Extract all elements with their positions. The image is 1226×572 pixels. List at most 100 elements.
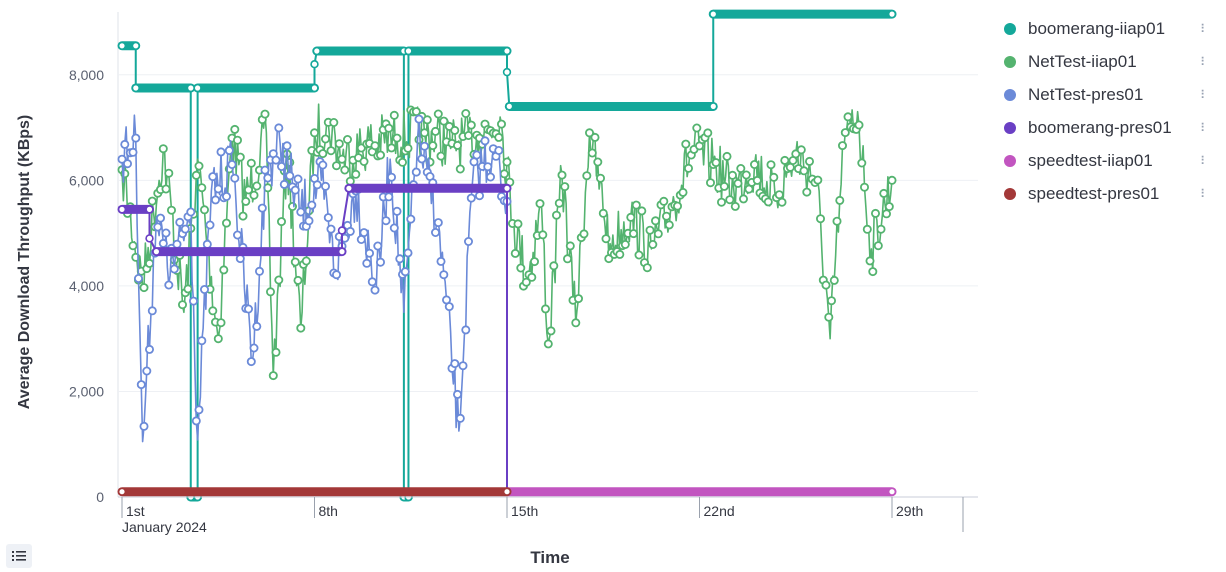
data-point <box>736 163 746 173</box>
data-point <box>546 326 556 336</box>
data-point <box>821 280 831 290</box>
data-point <box>813 175 823 185</box>
data-point <box>224 145 234 155</box>
legend-item[interactable]: speedtest-iiap01 ⠇ <box>1004 144 1220 177</box>
data-point <box>766 160 776 170</box>
data-point <box>117 487 127 496</box>
data-point <box>816 214 826 224</box>
data-point <box>252 181 262 191</box>
legend-item[interactable]: boomerang-pres01 ⠇ <box>1004 111 1220 144</box>
data-point <box>549 261 559 271</box>
data-point <box>216 147 226 157</box>
data-point <box>389 110 399 120</box>
data-point <box>552 210 562 220</box>
data-point <box>796 145 806 155</box>
data-point <box>494 132 504 142</box>
data-point <box>642 263 652 273</box>
data-point <box>345 176 355 186</box>
data-point <box>884 202 894 212</box>
data-point <box>320 134 330 144</box>
list-icon <box>12 551 26 561</box>
series-line <box>121 114 508 443</box>
data-point <box>175 217 185 227</box>
data-point <box>400 267 410 277</box>
data-point <box>364 248 374 258</box>
data-point <box>452 140 462 150</box>
data-point <box>194 405 204 415</box>
data-point <box>752 175 762 185</box>
data-point <box>263 173 273 183</box>
data-point <box>563 254 573 264</box>
plot-area[interactable] <box>117 9 897 502</box>
data-point <box>397 157 407 167</box>
data-point <box>805 156 815 166</box>
data-point <box>414 135 424 145</box>
y-tick-label: 0 <box>96 489 104 505</box>
data-point <box>455 164 465 174</box>
data-point <box>285 171 295 181</box>
data-point <box>483 162 493 172</box>
data-point <box>320 181 330 191</box>
series-speedtest-iiap01[interactable] <box>502 487 897 497</box>
data-point <box>505 102 514 111</box>
data-point <box>296 323 306 333</box>
data-point <box>403 143 413 153</box>
legend-color-dot <box>1004 187 1016 200</box>
data-point <box>829 275 839 285</box>
data-point <box>310 83 319 93</box>
x-axis-title: Time <box>530 548 570 567</box>
data-point <box>249 190 259 200</box>
data-point <box>344 184 354 193</box>
data-point <box>485 172 495 182</box>
data-point <box>257 203 267 213</box>
data-point <box>832 216 842 226</box>
series-speedtest-pres01[interactable] <box>117 487 512 497</box>
data-point <box>857 158 867 168</box>
data-point <box>463 236 473 246</box>
data-point <box>452 389 462 399</box>
legend-item[interactable]: speedtest-pres01 ⠇ <box>1004 177 1220 210</box>
data-point <box>780 155 790 165</box>
series-boomerang-iiap01[interactable] <box>117 9 897 502</box>
data-point <box>370 285 380 295</box>
data-point <box>235 152 245 162</box>
data-point <box>186 207 196 217</box>
data-point <box>502 184 512 193</box>
data-point <box>117 205 127 214</box>
data-point <box>703 128 713 138</box>
data-point <box>246 158 256 168</box>
data-point <box>865 256 875 266</box>
data-point <box>230 124 240 134</box>
vertical-dots-icon[interactable]: ⠇ <box>1200 87 1209 102</box>
data-point <box>414 114 424 124</box>
data-point <box>392 206 402 216</box>
data-point <box>120 139 130 149</box>
x-tick-label: 1st <box>126 503 145 519</box>
legend-item[interactable]: NetTest-pres01 ⠇ <box>1004 78 1220 111</box>
data-point <box>213 184 223 194</box>
legend-item[interactable]: NetTest-iiap01 ⠇ <box>1004 45 1220 78</box>
vertical-dots-icon[interactable]: ⠇ <box>1200 21 1209 36</box>
vertical-dots-icon[interactable]: ⠇ <box>1200 186 1209 201</box>
data-point <box>722 151 732 161</box>
data-point <box>191 416 201 426</box>
legend-item[interactable]: boomerang-iiap01 ⠇ <box>1004 12 1220 45</box>
data-point <box>879 188 889 198</box>
data-point <box>684 163 694 173</box>
vertical-dots-icon[interactable]: ⠇ <box>1200 153 1209 168</box>
vertical-dots-icon[interactable]: ⠇ <box>1200 54 1209 69</box>
series-boomerang-pres01[interactable] <box>117 183 512 496</box>
data-point <box>651 216 661 226</box>
data-point <box>131 133 141 143</box>
vertical-dots-icon[interactable]: ⠇ <box>1200 120 1209 135</box>
data-point <box>312 46 321 56</box>
data-point <box>199 284 209 294</box>
data-point <box>334 139 344 149</box>
data-point <box>417 154 427 164</box>
legend-color-dot <box>1004 22 1016 35</box>
data-point <box>634 250 644 260</box>
data-point <box>433 109 443 119</box>
legend-toggle-button[interactable] <box>6 544 32 568</box>
data-point <box>472 150 482 160</box>
data-point <box>213 334 223 344</box>
